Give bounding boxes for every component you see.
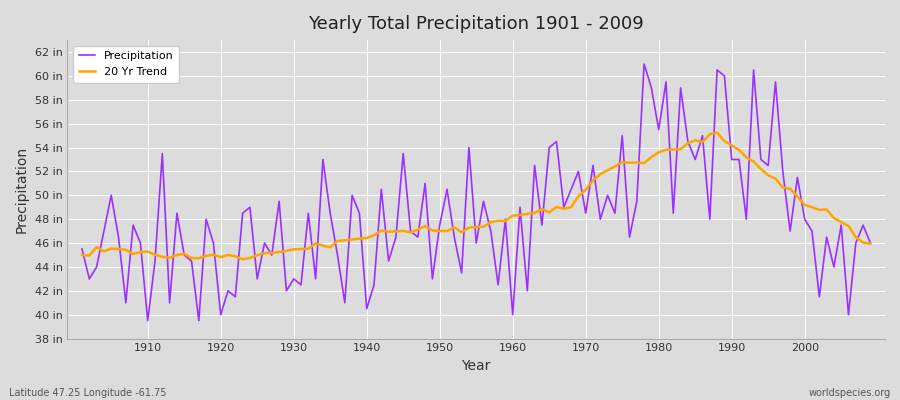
- 20 Yr Trend: [346, 237, 357, 242]
- Text: worldspecies.org: worldspecies.org: [809, 388, 891, 398]
- X-axis label: Year: Year: [462, 359, 490, 373]
- Text: Latitude 47.25 Longitude -61.75: Latitude 47.25 Longitude -61.75: [9, 388, 166, 398]
- 20 Yr Trend: [238, 257, 248, 262]
- 20 Yr Trend: [865, 241, 876, 246]
- 20 Yr Trend: [135, 250, 146, 254]
- Y-axis label: Precipitation: Precipitation: [15, 146, 29, 233]
- 20 Yr Trend: [515, 213, 526, 218]
- Precipitation: [76, 247, 87, 252]
- 20 Yr Trend: [76, 253, 87, 258]
- 20 Yr Trend: [712, 130, 723, 135]
- 20 Yr Trend: [602, 168, 613, 173]
- Precipitation: [508, 312, 518, 317]
- Precipitation: [142, 318, 153, 323]
- Legend: Precipitation, 20 Yr Trend: Precipitation, 20 Yr Trend: [73, 46, 179, 82]
- 20 Yr Trend: [508, 213, 518, 218]
- Precipitation: [515, 205, 526, 210]
- Line: Precipitation: Precipitation: [82, 64, 870, 321]
- Precipitation: [602, 193, 613, 198]
- Title: Yearly Total Precipitation 1901 - 2009: Yearly Total Precipitation 1901 - 2009: [309, 15, 644, 33]
- Precipitation: [135, 241, 146, 246]
- Precipitation: [303, 211, 314, 216]
- Precipitation: [639, 62, 650, 66]
- Precipitation: [346, 193, 357, 198]
- Line: 20 Yr Trend: 20 Yr Trend: [82, 133, 870, 259]
- 20 Yr Trend: [303, 246, 314, 251]
- Precipitation: [865, 241, 876, 246]
